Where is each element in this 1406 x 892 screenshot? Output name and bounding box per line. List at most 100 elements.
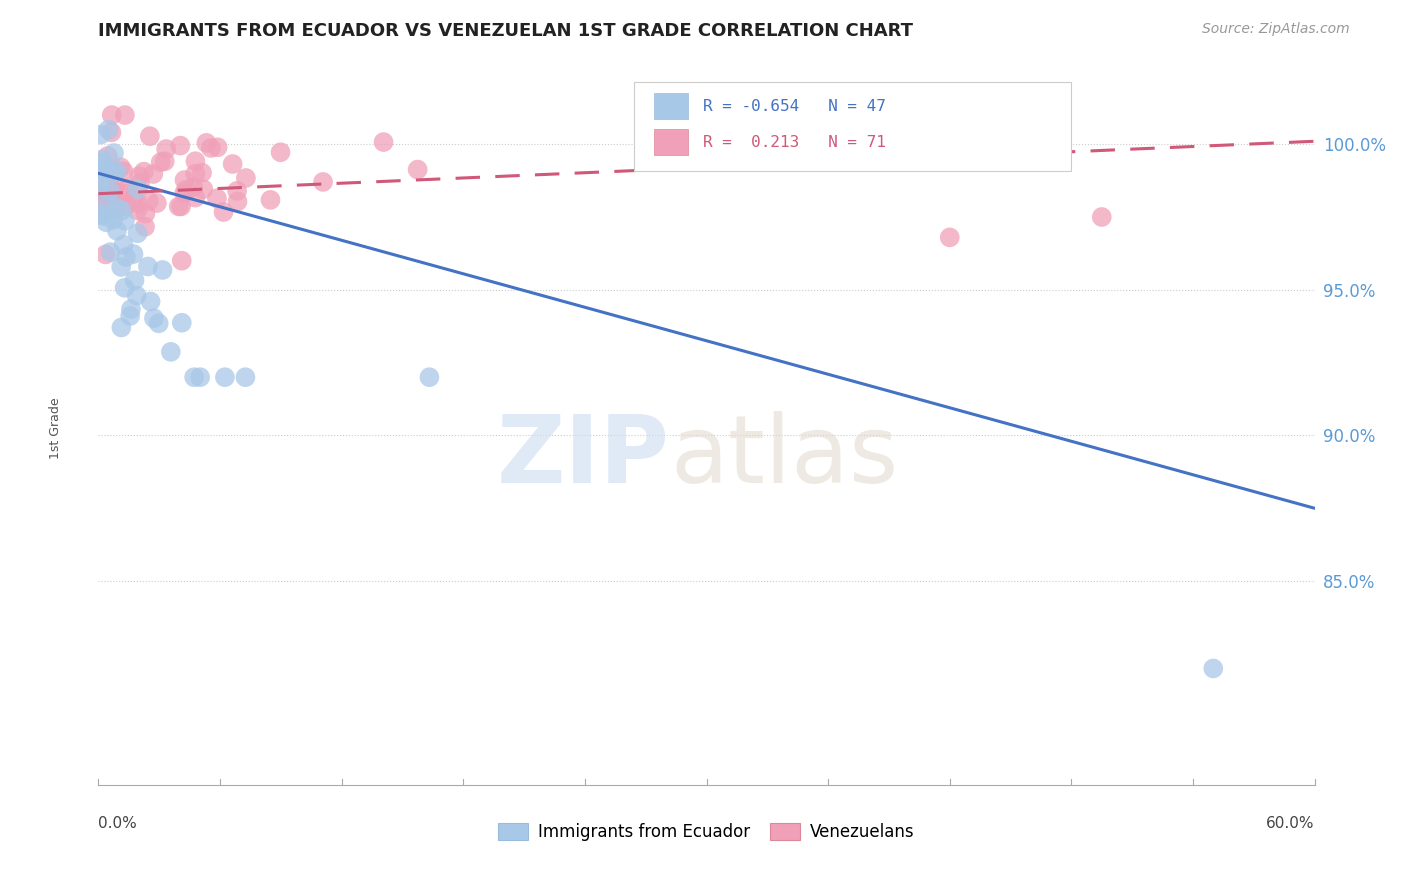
- Point: [235, 370, 257, 384]
- Point: [173, 186, 195, 200]
- Point: [207, 140, 229, 154]
- FancyBboxPatch shape: [654, 129, 689, 155]
- Point: [125, 288, 148, 302]
- Point: [100, 125, 122, 139]
- Point: [148, 316, 170, 330]
- Point: [139, 294, 162, 309]
- Legend: Immigrants from Ecuador, Venezuelans: Immigrants from Ecuador, Venezuelans: [492, 816, 921, 848]
- Point: [90, 207, 112, 221]
- Point: [97, 181, 120, 195]
- Text: R =  0.213   N = 71: R = 0.213 N = 71: [703, 135, 886, 150]
- Point: [167, 199, 190, 213]
- Point: [212, 205, 235, 219]
- Point: [183, 370, 205, 384]
- Point: [170, 316, 193, 330]
- Point: [235, 171, 257, 186]
- Point: [132, 164, 155, 178]
- Point: [184, 191, 207, 205]
- Point: [226, 194, 249, 209]
- Text: IMMIGRANTS FROM ECUADOR VS VENEZUELAN 1ST GRADE CORRELATION CHART: IMMIGRANTS FROM ECUADOR VS VENEZUELAN 1S…: [98, 22, 914, 40]
- Point: [103, 194, 125, 209]
- Point: [97, 149, 120, 163]
- Point: [90, 169, 112, 183]
- Point: [184, 154, 207, 169]
- Point: [93, 161, 115, 175]
- Point: [124, 273, 146, 287]
- Point: [114, 108, 136, 122]
- Text: R = -0.654   N = 47: R = -0.654 N = 47: [703, 99, 886, 114]
- Point: [114, 281, 136, 295]
- Point: [97, 122, 120, 136]
- Text: Source: ZipAtlas.com: Source: ZipAtlas.com: [1202, 22, 1350, 37]
- Point: [134, 219, 156, 234]
- Text: atlas: atlas: [671, 410, 898, 503]
- Point: [142, 167, 165, 181]
- Point: [120, 302, 142, 317]
- Point: [181, 180, 204, 194]
- Point: [146, 196, 169, 211]
- Point: [160, 344, 183, 359]
- Point: [101, 199, 124, 213]
- Point: [115, 250, 138, 264]
- Text: 0.0%: 0.0%: [98, 816, 138, 831]
- Text: 1st Grade: 1st Grade: [49, 397, 62, 459]
- Point: [127, 203, 149, 218]
- Point: [101, 212, 124, 227]
- Point: [111, 203, 134, 218]
- Point: [104, 166, 127, 180]
- Point: [94, 247, 117, 261]
- Point: [94, 186, 117, 200]
- Point: [98, 184, 121, 198]
- Text: ZIP: ZIP: [498, 410, 671, 503]
- Point: [89, 208, 111, 222]
- Point: [120, 309, 142, 323]
- Point: [174, 183, 197, 197]
- Point: [117, 181, 139, 195]
- Point: [114, 200, 136, 214]
- Point: [195, 136, 218, 150]
- Point: [169, 138, 191, 153]
- Point: [170, 253, 193, 268]
- Point: [142, 311, 165, 326]
- Point: [149, 155, 172, 169]
- Point: [1091, 210, 1114, 224]
- Point: [136, 260, 159, 274]
- Point: [101, 183, 124, 197]
- Point: [112, 237, 135, 252]
- Point: [373, 135, 395, 149]
- Point: [170, 199, 193, 213]
- Point: [105, 164, 128, 178]
- Point: [97, 197, 120, 211]
- Point: [259, 193, 281, 207]
- Point: [104, 202, 127, 217]
- Point: [153, 154, 176, 169]
- Point: [418, 370, 440, 384]
- Point: [103, 184, 125, 198]
- Point: [128, 169, 150, 183]
- Point: [312, 175, 335, 189]
- Point: [114, 213, 136, 227]
- Point: [1202, 661, 1225, 675]
- Point: [155, 142, 177, 156]
- Point: [105, 164, 128, 178]
- Point: [127, 182, 149, 196]
- Point: [100, 245, 122, 260]
- Point: [110, 260, 132, 274]
- Point: [89, 180, 111, 194]
- Point: [90, 128, 112, 142]
- Text: 60.0%: 60.0%: [1267, 816, 1315, 831]
- Point: [90, 153, 112, 167]
- Point: [89, 192, 111, 206]
- Point: [127, 226, 149, 240]
- Point: [104, 202, 127, 216]
- Point: [193, 182, 215, 196]
- Point: [90, 171, 112, 186]
- Point: [226, 184, 249, 198]
- Point: [91, 165, 114, 179]
- Point: [200, 141, 222, 155]
- Point: [96, 194, 118, 209]
- Point: [406, 162, 429, 177]
- Point: [114, 186, 136, 201]
- Point: [89, 169, 111, 184]
- Point: [105, 201, 128, 215]
